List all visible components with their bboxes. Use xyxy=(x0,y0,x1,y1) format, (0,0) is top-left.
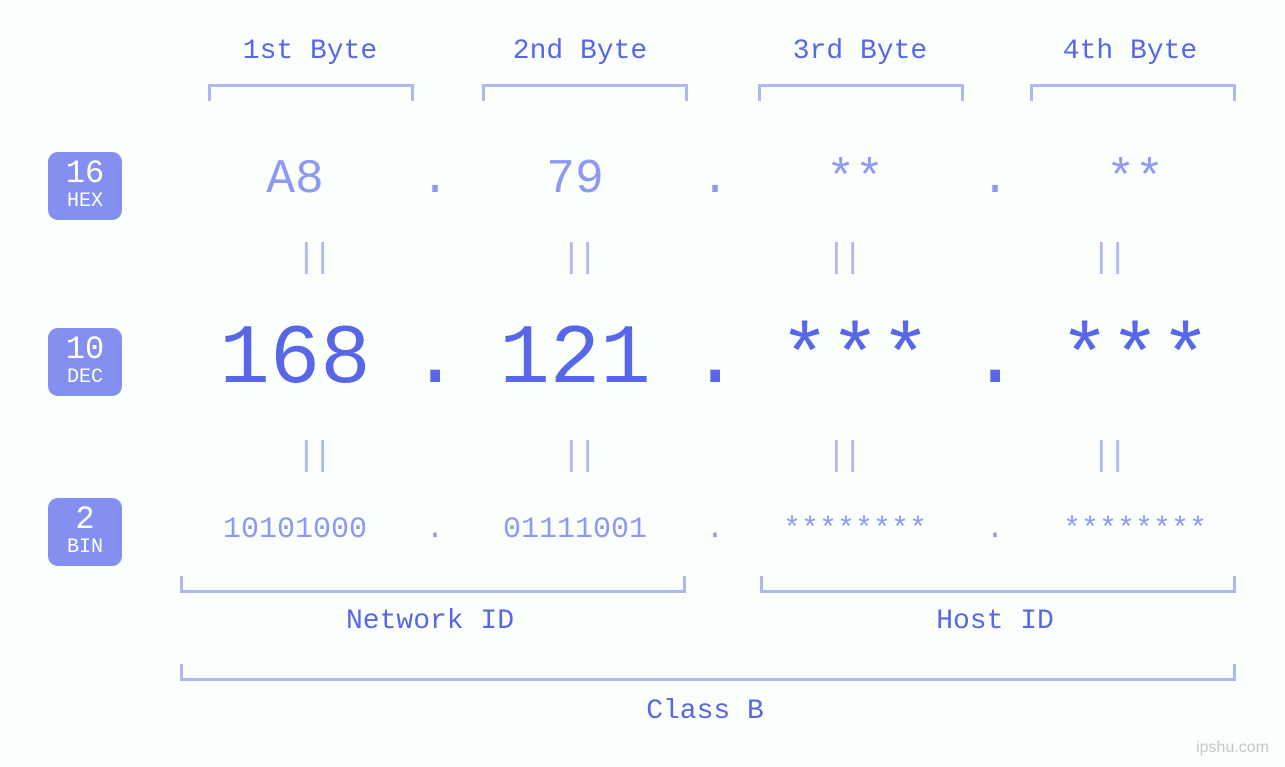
hex-byte-2: 79 xyxy=(460,153,690,207)
dec-row: 168 . 121 . *** . *** xyxy=(0,310,1285,410)
equals-2-3: || xyxy=(710,438,975,476)
top-bracket-4 xyxy=(1030,84,1236,101)
bin-byte-2: 01111001 xyxy=(450,513,700,547)
top-bracket-2 xyxy=(482,84,688,101)
equals-2-4: || xyxy=(975,438,1240,476)
equals-1-3: || xyxy=(710,240,975,278)
hex-dot-2: . xyxy=(690,153,740,207)
network-bracket xyxy=(180,576,686,593)
host-id-label: Host ID xyxy=(760,606,1230,637)
top-bracket-1 xyxy=(208,84,414,101)
byte-label-1: 1st Byte xyxy=(200,36,420,67)
bin-byte-3: ******** xyxy=(730,513,980,547)
bin-dot-3: . xyxy=(980,513,1010,547)
byte-label-2: 2nd Byte xyxy=(470,36,690,67)
equals-1-4: || xyxy=(975,240,1240,278)
hex-byte-3: ** xyxy=(740,153,970,207)
bin-byte-1: 10101000 xyxy=(170,513,420,547)
network-id-label: Network ID xyxy=(180,606,680,637)
dec-dot-1: . xyxy=(410,313,460,408)
bin-dot-1: . xyxy=(420,513,450,547)
watermark: ipshu.com xyxy=(1196,739,1269,757)
dec-byte-1: 168 xyxy=(180,313,410,408)
class-label: Class B xyxy=(180,696,1230,727)
byte-label-4: 4th Byte xyxy=(1020,36,1240,67)
hex-byte-1: A8 xyxy=(180,153,410,207)
top-bracket-3 xyxy=(758,84,964,101)
equals-2-1: || xyxy=(180,438,445,476)
hex-dot-1: . xyxy=(410,153,460,207)
equals-2-2: || xyxy=(445,438,710,476)
equals-1-2: || xyxy=(445,240,710,278)
hex-row: A8 . 79 . ** . ** xyxy=(0,150,1285,210)
equals-row-1: || || || || xyxy=(180,240,1240,278)
byte-label-3: 3rd Byte xyxy=(750,36,970,67)
dec-dot-2: . xyxy=(690,313,740,408)
ip-diagram: 1st Byte 2nd Byte 3rd Byte 4th Byte 16 H… xyxy=(0,0,1285,767)
dec-byte-3: *** xyxy=(740,313,970,408)
equals-1-1: || xyxy=(180,240,445,278)
bin-dot-2: . xyxy=(700,513,730,547)
host-bracket xyxy=(760,576,1236,593)
hex-byte-4: ** xyxy=(1020,153,1250,207)
bin-byte-4: ******** xyxy=(1010,513,1260,547)
equals-row-2: || || || || xyxy=(180,438,1240,476)
class-bracket xyxy=(180,664,1236,681)
dec-dot-3: . xyxy=(970,313,1020,408)
hex-dot-3: . xyxy=(970,153,1020,207)
dec-byte-2: 121 xyxy=(460,313,690,408)
bin-row: 10101000 . 01111001 . ******** . *******… xyxy=(0,510,1285,550)
dec-byte-4: *** xyxy=(1020,313,1250,408)
